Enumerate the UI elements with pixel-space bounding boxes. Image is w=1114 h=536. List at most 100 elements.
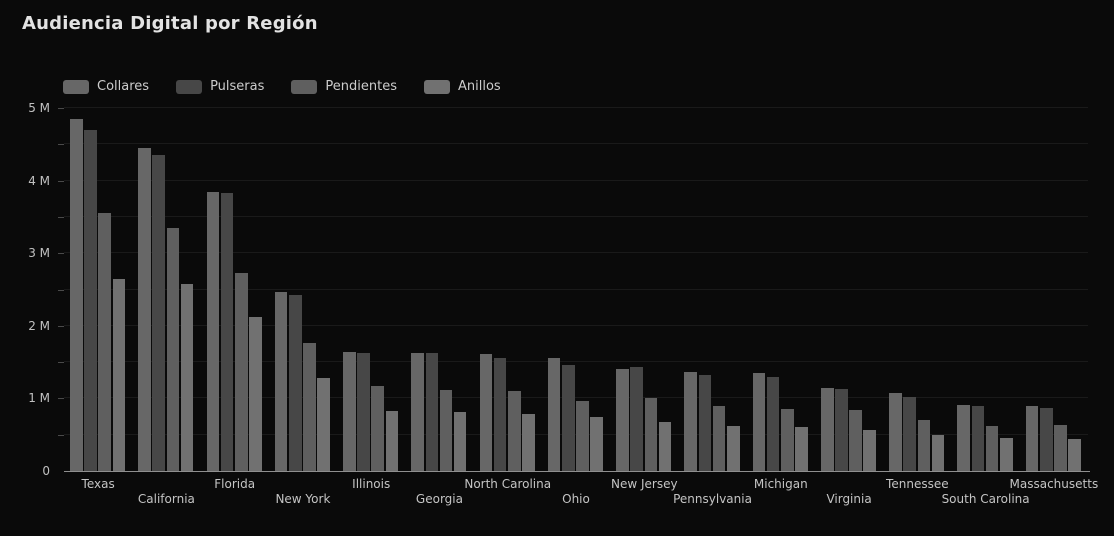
gridline [64,324,1088,326]
bar-pulseras-ohio[interactable] [562,365,575,471]
x-axis-label: Tennessee [886,477,949,491]
bar-collares-texas[interactable] [70,118,83,471]
bar-anillos-tennessee[interactable] [931,434,945,471]
bar-group-south-carolina [957,404,1013,471]
bar-pulseras-tennessee[interactable] [903,396,916,471]
bar-anillos-michigan[interactable] [795,426,808,471]
y-axis-tick [58,398,64,400]
legend-item-anillos[interactable]: Anillos [423,79,501,94]
bar-collares-virginia[interactable] [820,388,834,471]
bar-pendientes-north-carolina[interactable] [507,391,521,471]
bar-pulseras-north-carolina[interactable] [493,358,507,471]
bar-group-illinois [343,351,399,471]
bar-pendientes-massachusetts[interactable] [1054,425,1067,471]
bar-pulseras-massachusetts[interactable] [1039,407,1053,471]
bar-collares-tennessee[interactable] [889,393,902,471]
bar-anillos-virginia[interactable] [863,429,877,471]
bar-anillos-massachusetts[interactable] [1068,439,1081,471]
legend-label: Collares [97,79,150,94]
x-axis-label: Virginia [826,492,872,506]
y-axis-tick [58,144,64,146]
x-axis-label: Georgia [415,492,463,506]
bar-anillos-new-jersey[interactable] [658,421,672,471]
y-axis-tick [58,180,64,182]
bar-pulseras-pennsylvania[interactable] [698,375,712,471]
bar-collares-new-jersey[interactable] [616,368,629,471]
y-axis-label: 5 M [28,101,50,115]
legend-item-collares[interactable]: Collares [63,79,149,94]
bar-group-california [138,147,194,471]
x-axis-label: Ohio [562,492,590,506]
chart-title: Audiencia Digital por Región [22,13,318,34]
bar-group-pennsylvania [684,371,740,471]
x-axis-label: North Carolina [464,477,552,491]
x-axis-label: South Carolina [941,492,1030,506]
bar-pendientes-michigan[interactable] [781,408,794,471]
bar-pulseras-new-york[interactable] [288,294,302,471]
legend-swatch-icon [423,79,450,94]
bar-anillos-pennsylvania[interactable] [726,426,740,471]
bar-pendientes-pennsylvania[interactable] [712,405,726,471]
bar-anillos-georgia[interactable] [453,412,467,471]
y-axis-label: 1 M [28,391,50,406]
bar-anillos-florida[interactable] [249,317,262,471]
bar-pendientes-south-carolina[interactable] [985,426,999,471]
bar-pendientes-texas[interactable] [98,213,111,471]
bar-pulseras-illinois[interactable] [357,353,370,471]
bar-anillos-texas[interactable] [112,278,126,471]
bar-pendientes-virginia[interactable] [849,410,862,471]
bar-pendientes-illinois[interactable] [371,386,385,471]
bar-pendientes-tennessee[interactable] [917,420,931,471]
bar-collares-florida[interactable] [206,191,220,471]
bar-collares-massachusetts[interactable] [1025,405,1039,471]
chart-legend: Collares Pulseras Pendientes Anillos [63,79,501,94]
bar-collares-michigan[interactable] [752,373,766,471]
bar-pulseras-georgia[interactable] [425,353,439,471]
bar-pulseras-michigan[interactable] [766,376,780,471]
legend-label: Pendientes [325,79,397,94]
legend-item-pulseras[interactable]: Pulseras [176,79,264,94]
bar-collares-north-carolina[interactable] [479,354,493,471]
bar-pulseras-florida[interactable] [220,192,234,471]
bar-pendientes-florida[interactable] [234,272,248,471]
bar-anillos-new-york[interactable] [317,378,330,471]
bar-pendientes-georgia[interactable] [439,389,453,471]
y-axis-label: 3 M [28,246,50,261]
bar-pulseras-california[interactable] [152,155,166,471]
bar-pendientes-new-jersey[interactable] [644,397,658,471]
bar-collares-ohio[interactable] [547,358,561,471]
bar-collares-georgia[interactable] [411,352,424,471]
bar-pendientes-ohio[interactable] [576,400,589,471]
y-axis-tick [58,216,64,218]
bar-pulseras-texas[interactable] [84,129,97,471]
gridline [64,397,1088,399]
bar-collares-california[interactable] [138,147,151,471]
gridline [64,361,1088,363]
bar-collares-new-york[interactable] [274,292,288,471]
x-axis-label: Michigan [753,477,808,491]
bar-pulseras-south-carolina[interactable] [971,406,985,471]
bar-anillos-south-carolina[interactable] [1000,438,1013,471]
bar-collares-south-carolina[interactable] [957,404,971,471]
bar-pulseras-new-jersey[interactable] [630,367,643,471]
bar-pendientes-california[interactable] [166,227,180,471]
bar-anillos-ohio[interactable] [590,417,604,471]
legend-item-pendientes[interactable]: Pendientes [291,79,397,94]
plot-area [64,107,1088,471]
x-axis-label: New York [275,492,331,506]
bar-collares-illinois[interactable] [343,351,356,471]
bar-pendientes-new-york[interactable] [303,343,316,471]
bar-collares-pennsylvania[interactable] [684,371,697,471]
y-axis-tick [58,253,64,255]
y-axis-tick [58,362,64,364]
y-axis-tick [58,289,64,291]
gridline [64,288,1088,290]
bar-anillos-california[interactable] [180,284,194,471]
bar-anillos-north-carolina[interactable] [522,414,535,471]
bar-pulseras-virginia[interactable] [835,388,848,471]
x-axis-line [64,471,1090,472]
bar-anillos-illinois[interactable] [385,410,399,471]
y-axis-tick [58,434,64,436]
bar-group-virginia [820,388,877,471]
